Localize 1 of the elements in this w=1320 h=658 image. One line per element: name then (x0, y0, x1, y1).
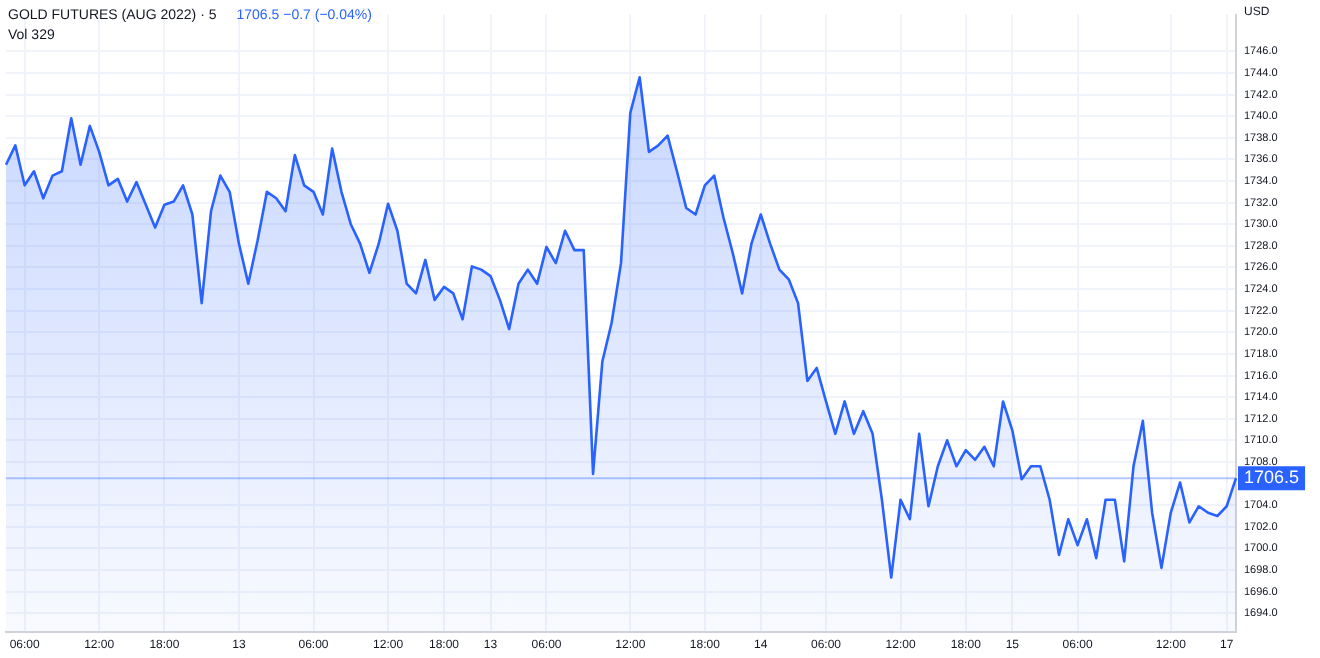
ref-line-label: 1706.5 (1244, 467, 1300, 488)
